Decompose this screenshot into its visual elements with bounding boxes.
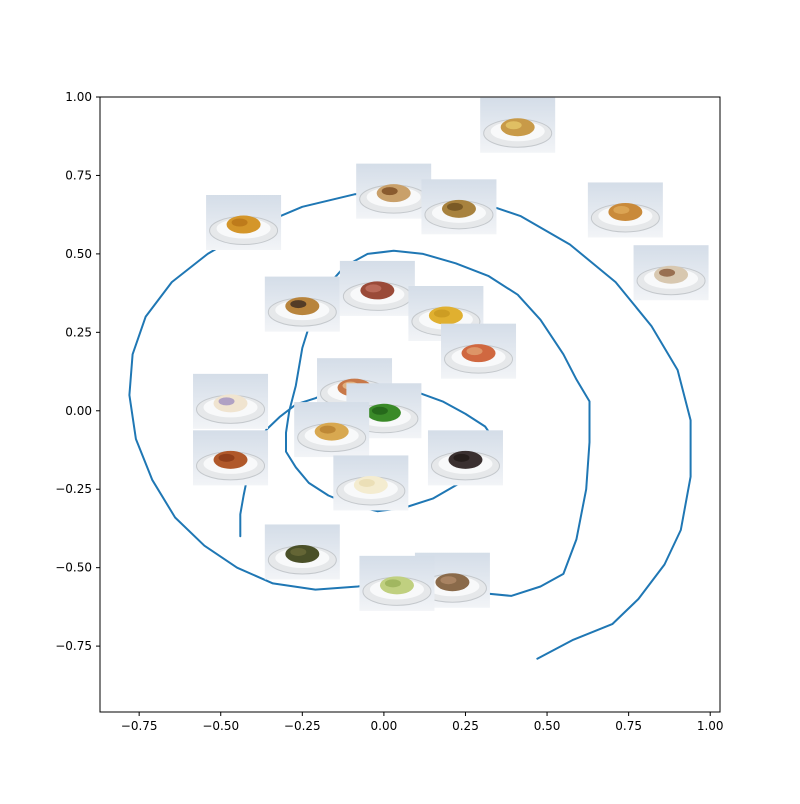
- y-tick-label: 0.50: [65, 247, 92, 261]
- y-tick-label: 0.00: [65, 404, 92, 418]
- x-tick-label: 1.00: [697, 719, 724, 733]
- bread-slice-plate-image: [356, 163, 432, 219]
- y-tick-label: −0.25: [55, 482, 92, 496]
- pasta-plate-image: [441, 323, 517, 379]
- x-tick-label: 0.75: [615, 719, 642, 733]
- brownie-plate-image: [427, 430, 503, 486]
- y-tick-label: −0.50: [55, 561, 92, 575]
- x-tick-label: 0.50: [534, 719, 561, 733]
- y-tick-label: 0.25: [65, 325, 92, 339]
- toaster-pastry-plate-image: [193, 373, 269, 429]
- french-fries-plate-image: [294, 402, 370, 458]
- fried-rolls-plate-image: [206, 195, 282, 251]
- x-tick-label: −0.75: [121, 719, 158, 733]
- plot-frame: [99, 96, 721, 713]
- pear-plate-image: [359, 555, 435, 611]
- bacon-plate-image: [339, 260, 415, 316]
- chopped-nuts-plate-image: [421, 179, 497, 235]
- x-axis: −0.75 −0.50 −0.25 0.00 0.25 0.50 0.75 1.00: [121, 712, 724, 733]
- baked-pastry-plate-image: [480, 97, 556, 153]
- x-tick-label: 0.00: [371, 719, 398, 733]
- x-tick-label: −0.50: [202, 719, 239, 733]
- y-tick-label: 0.75: [65, 168, 92, 182]
- y-axis: −0.75 −0.50 −0.25 0.00 0.25 0.50 0.75 1.00: [55, 90, 100, 653]
- x-tick-label: −0.25: [284, 719, 321, 733]
- stuffed-grape-leaves-plate-image: [264, 524, 340, 580]
- hamburger-plate-image: [264, 276, 340, 332]
- y-tick-label: 1.00: [65, 90, 92, 104]
- layer-cake-plate-image: [333, 455, 409, 511]
- baked-beans-plate-image: [193, 430, 269, 486]
- cinnamon-bun-plate-image: [633, 245, 709, 301]
- roll-plate-image: [587, 182, 663, 238]
- x-tick-label: 0.25: [452, 719, 479, 733]
- y-tick-label: −0.75: [55, 639, 92, 653]
